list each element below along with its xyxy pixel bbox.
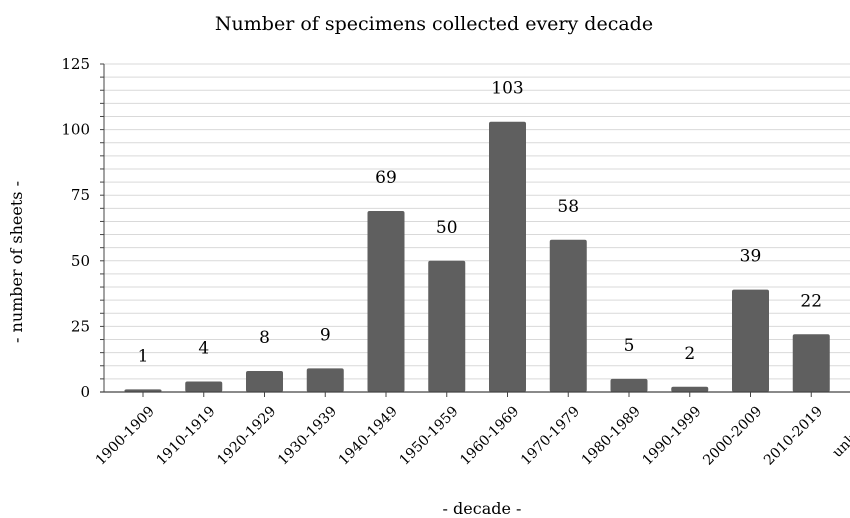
data-label: 9 xyxy=(320,325,331,345)
data-label: 22 xyxy=(800,291,822,311)
data-label: 2 xyxy=(684,344,695,364)
bar xyxy=(732,290,769,392)
bar xyxy=(793,334,830,392)
bar xyxy=(671,387,708,392)
data-label: 4 xyxy=(198,339,209,359)
bar xyxy=(550,240,587,392)
y-tick-label: 125 xyxy=(61,55,90,73)
y-tick-label: 100 xyxy=(61,121,90,139)
bar xyxy=(489,122,526,392)
x-tick-label: 1970-1979 xyxy=(518,404,583,469)
y-axis: 0 25 50 75 100 125 xyxy=(61,55,104,401)
bar xyxy=(611,379,648,392)
x-tick-label: unknown xyxy=(830,404,850,461)
x-tick-label: 1990-1999 xyxy=(640,404,705,469)
bar xyxy=(185,382,222,392)
x-axis-title: - decade - xyxy=(443,499,522,518)
data-label: 5 xyxy=(624,336,635,356)
x-tick-label: 1910-1919 xyxy=(154,404,219,469)
x-tick-label: 1950-1959 xyxy=(397,404,462,469)
data-label: 50 xyxy=(436,218,458,238)
x-tick-label: 2000-2009 xyxy=(700,404,765,469)
data-label: 58 xyxy=(557,197,579,217)
bars: 148969501035852392222 xyxy=(125,79,850,392)
x-tick-label: 1920-1929 xyxy=(214,404,279,469)
x-tick-label: 1960-1969 xyxy=(457,404,522,469)
bar xyxy=(307,368,344,392)
x-tick-label: 1930-1939 xyxy=(275,404,340,469)
x-tick-label: 2010-2019 xyxy=(761,404,826,469)
y-tick-label: 0 xyxy=(80,383,90,401)
data-label: 69 xyxy=(375,168,397,188)
data-label: 103 xyxy=(491,79,523,99)
y-tick-label: 25 xyxy=(71,317,90,335)
x-axis: 1900-19091910-19191920-19291930-19391940… xyxy=(93,392,850,469)
data-label: 8 xyxy=(259,328,270,348)
y-tick-label: 50 xyxy=(71,252,90,270)
y-tick-label: 75 xyxy=(71,186,90,204)
x-tick-label: 1940-1949 xyxy=(336,404,401,469)
y-axis-title: - number of sheets - xyxy=(7,181,26,343)
bar xyxy=(428,261,465,392)
chart-title: Number of specimens collected every deca… xyxy=(215,13,653,35)
x-tick-label: 1900-1909 xyxy=(93,404,158,469)
bar xyxy=(246,371,283,392)
data-label: 1 xyxy=(138,346,149,366)
bar xyxy=(368,211,405,392)
x-tick-label: 1980-1989 xyxy=(579,404,644,469)
data-label: 39 xyxy=(740,247,762,267)
